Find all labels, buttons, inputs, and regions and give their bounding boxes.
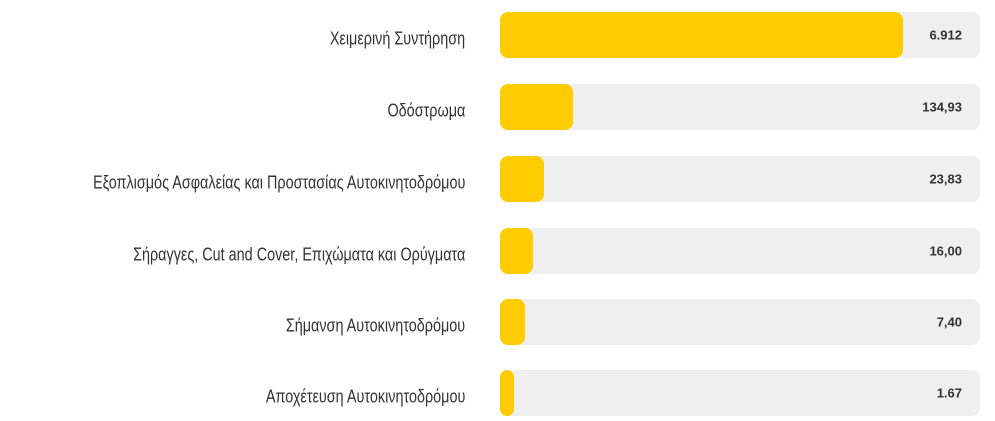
- bar-track: 7,40: [500, 299, 980, 345]
- bar-track: 23,83: [500, 156, 980, 202]
- row: Σήμανση Αυτοκινητοδρόμου 7,40: [0, 299, 995, 345]
- bar-track: 16,00: [500, 228, 980, 274]
- row-value: 16,00: [929, 243, 962, 259]
- row: Αποχέτευση Αυτοκινητοδρόμου 1.67: [0, 370, 995, 416]
- bar: [500, 156, 544, 202]
- bar: [500, 228, 533, 274]
- row-label: Αποχέτευση Αυτοκινητοδρόμου: [265, 386, 466, 407]
- row-value: 23,83: [929, 171, 962, 187]
- row: Χειμερινή Συντήρηση 6.912: [0, 12, 995, 58]
- bar: [500, 299, 525, 345]
- row-value: 7,40: [936, 314, 962, 330]
- row-label: Οδόστρωμα: [387, 100, 465, 121]
- row: Οδόστρωμα 134,93: [0, 84, 995, 130]
- row-value: 134,93: [922, 99, 962, 115]
- row: Σήραγγες, Cut and Cover, Επιχώματα και Ο…: [0, 228, 995, 274]
- row-value: 6.912: [929, 27, 962, 43]
- row-label: Σήμανση Αυτοκινητοδρόμου: [285, 315, 465, 336]
- bar-track: 1.67: [500, 370, 980, 416]
- bar: [500, 370, 514, 416]
- row-label: Σήραγγες, Cut and Cover, Επιχώματα και Ο…: [132, 244, 465, 265]
- bar: [500, 12, 903, 58]
- bar-track: 134,93: [500, 84, 980, 130]
- bar: [500, 84, 573, 130]
- row-label: Εξοπλισμός Ασφαλείας και Προστασίας Αυτο…: [92, 172, 465, 193]
- row-label: Χειμερινή Συντήρηση: [329, 28, 465, 49]
- row-value: 1.67: [936, 385, 962, 401]
- bar-track: 6.912: [500, 12, 980, 58]
- row: Εξοπλισμός Ασφαλείας και Προστασίας Αυτο…: [0, 156, 995, 202]
